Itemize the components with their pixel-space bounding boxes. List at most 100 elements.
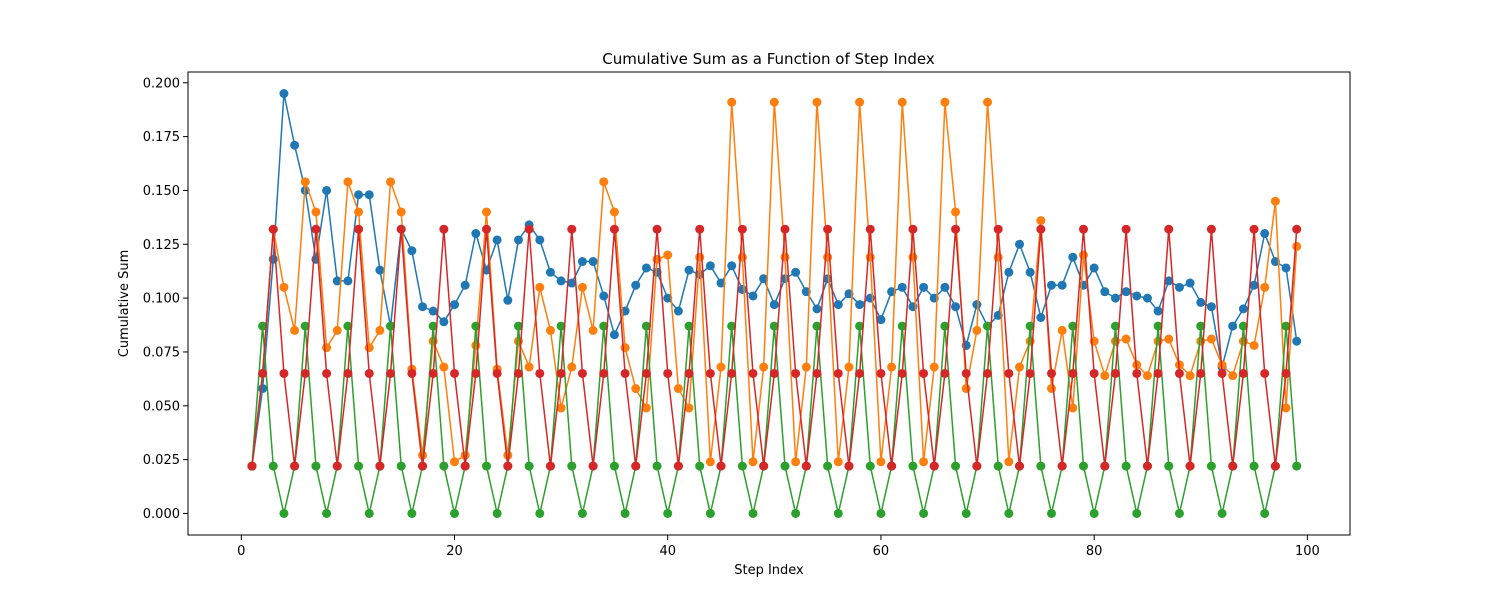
series-3-point bbox=[577, 508, 587, 518]
series-3-point bbox=[705, 508, 715, 518]
series-2-point bbox=[663, 250, 673, 260]
series-3-point bbox=[1249, 461, 1259, 471]
series-2-point bbox=[716, 362, 726, 372]
series-1-point bbox=[1015, 239, 1025, 249]
series-1-point bbox=[535, 235, 545, 245]
series-3-point bbox=[396, 461, 406, 471]
series-4-point bbox=[855, 368, 865, 378]
series-3-point bbox=[727, 321, 737, 331]
series-3-point bbox=[791, 508, 801, 518]
series-2-point bbox=[737, 252, 747, 262]
series-4-point bbox=[279, 368, 289, 378]
series-4-point bbox=[1270, 461, 1280, 471]
series-4 bbox=[247, 224, 1302, 471]
series-2-point bbox=[812, 97, 822, 107]
y-tick-label: 0.125 bbox=[143, 238, 180, 253]
series-4-point bbox=[919, 368, 929, 378]
series-4-point bbox=[951, 224, 961, 234]
series-1-point bbox=[791, 267, 801, 277]
series-1-point bbox=[513, 235, 523, 245]
series-1-point bbox=[769, 300, 779, 310]
series-3-point bbox=[1132, 508, 1142, 518]
series-2-point bbox=[1121, 334, 1131, 344]
series-4-point bbox=[1132, 368, 1142, 378]
series-1-point bbox=[599, 291, 609, 301]
series-1-point bbox=[1089, 263, 1099, 273]
series-1-point bbox=[716, 278, 726, 288]
series-4-point bbox=[332, 461, 342, 471]
series-4-point bbox=[1292, 224, 1302, 234]
x-tick-label: 60 bbox=[873, 544, 890, 559]
series-2-point bbox=[450, 457, 460, 467]
y-axis: 0.000 0.025 0.050 0.075 0.100 0.125 0.150 0.175… bbox=[143, 76, 188, 522]
series-2-point bbox=[961, 384, 971, 394]
series-4-point bbox=[428, 368, 438, 378]
series-2-point bbox=[354, 207, 364, 217]
series-3-point bbox=[450, 508, 460, 518]
series-4-point bbox=[833, 368, 843, 378]
series-3-point bbox=[908, 461, 918, 471]
series-3-point bbox=[940, 321, 950, 331]
series-1-point bbox=[737, 285, 747, 294]
series-3-point bbox=[1292, 461, 1302, 471]
series-4-point bbox=[1004, 368, 1014, 378]
series-4-point bbox=[290, 461, 300, 471]
y-tick-label: 0.175 bbox=[143, 130, 180, 145]
series-4-point bbox=[1281, 368, 1291, 378]
series-3-point bbox=[855, 321, 865, 331]
series-4-point bbox=[1185, 461, 1195, 471]
series-2-point bbox=[524, 362, 534, 372]
series-2-point bbox=[439, 362, 449, 372]
series-4-point bbox=[460, 461, 470, 471]
series-4-point bbox=[908, 224, 918, 234]
series-4-point bbox=[1025, 368, 1035, 378]
series-3-point bbox=[993, 461, 1003, 471]
series-1-point bbox=[652, 267, 662, 277]
series-4-point bbox=[1068, 368, 1078, 378]
series-3-point bbox=[492, 508, 502, 518]
series-3-point bbox=[343, 321, 353, 331]
series-1-point bbox=[705, 261, 715, 271]
series-2-point bbox=[1100, 371, 1110, 381]
series-2-point bbox=[609, 207, 619, 217]
series-3-point bbox=[279, 508, 289, 518]
series-4-point bbox=[759, 461, 769, 471]
series-3-point bbox=[567, 461, 577, 471]
series-2-point bbox=[993, 252, 1003, 262]
series-3-point bbox=[407, 508, 417, 518]
series-2-point bbox=[471, 340, 481, 350]
series-4-point bbox=[609, 224, 619, 234]
series-4-point bbox=[897, 368, 907, 378]
series-4-point bbox=[1228, 461, 1238, 471]
y-tick-label: 0.075 bbox=[143, 345, 180, 360]
series-1-point bbox=[258, 384, 268, 394]
series-3-point bbox=[641, 321, 651, 331]
series-4-point bbox=[929, 461, 939, 471]
series-1-point bbox=[1110, 293, 1120, 303]
series-2-point bbox=[1015, 362, 1025, 372]
series-3-point bbox=[258, 321, 268, 331]
series-4-point bbox=[396, 224, 406, 234]
series-2-point bbox=[620, 343, 630, 353]
series-1-point bbox=[290, 140, 300, 150]
series-2-point bbox=[631, 384, 641, 394]
series-1-point bbox=[588, 257, 598, 267]
series-2-point bbox=[290, 325, 300, 335]
series-3-point bbox=[524, 461, 534, 471]
series-1-point bbox=[1100, 287, 1110, 297]
series-3-point bbox=[1047, 508, 1056, 518]
series-3-point bbox=[1196, 321, 1206, 331]
series-3-point bbox=[1004, 508, 1014, 518]
series-1-point bbox=[439, 317, 449, 327]
series-2 bbox=[247, 97, 1302, 471]
series-2-point bbox=[322, 343, 332, 353]
series-3-point bbox=[748, 508, 758, 518]
series-2-point bbox=[567, 362, 577, 372]
series-1-point bbox=[1047, 280, 1056, 290]
series-2-point bbox=[556, 403, 566, 413]
series-2-point bbox=[1036, 216, 1046, 226]
series-1-point bbox=[727, 261, 737, 271]
series-4-point bbox=[535, 368, 545, 378]
series-1-point bbox=[865, 293, 875, 303]
